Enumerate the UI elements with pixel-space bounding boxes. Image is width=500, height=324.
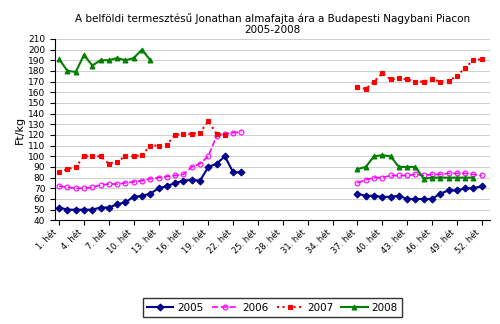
Line: 2007: 2007 <box>56 119 228 175</box>
2005 <box>172 181 178 185</box>
2007 <box>72 165 78 169</box>
2005 <box>238 170 244 174</box>
2007 <box>188 132 194 136</box>
2005 <box>148 192 154 196</box>
2005 <box>56 205 62 209</box>
2007 <box>214 132 220 136</box>
Line: 2006: 2006 <box>56 129 244 191</box>
2006 <box>206 154 212 158</box>
2008 <box>64 69 70 73</box>
2008 <box>81 53 87 57</box>
2005 <box>214 162 220 166</box>
2007 <box>106 162 112 166</box>
2007 <box>56 170 62 174</box>
2007 <box>197 131 203 135</box>
2006 <box>81 186 87 190</box>
2005 <box>72 208 78 212</box>
2007 <box>90 154 96 158</box>
2008 <box>72 70 78 74</box>
2008 <box>139 48 145 52</box>
2006 <box>139 179 145 183</box>
2005 <box>222 154 228 158</box>
2006 <box>197 162 203 166</box>
2007 <box>130 154 136 158</box>
Line: 2008: 2008 <box>56 47 152 75</box>
Legend: 2005, 2006, 2007, 2008: 2005, 2006, 2007, 2008 <box>143 298 402 317</box>
2005 <box>114 202 120 206</box>
2005 <box>188 178 194 182</box>
2007 <box>172 133 178 137</box>
2006 <box>64 185 70 189</box>
2007 <box>139 153 145 157</box>
2008 <box>130 56 136 60</box>
2005 <box>130 195 136 199</box>
2008 <box>98 58 103 62</box>
2005 <box>230 170 236 174</box>
2005 <box>206 165 212 169</box>
2007 <box>222 133 228 137</box>
2005 <box>106 205 112 209</box>
2006 <box>72 186 78 190</box>
2005 <box>156 186 162 190</box>
2006 <box>238 130 244 134</box>
2005 <box>139 194 145 198</box>
2007 <box>98 154 103 158</box>
Line: 2005: 2005 <box>56 154 244 212</box>
2006 <box>56 184 62 188</box>
2005 <box>90 208 96 212</box>
2005 <box>98 205 103 209</box>
2007 <box>122 154 128 158</box>
2008 <box>56 57 62 61</box>
2006 <box>114 182 120 186</box>
2006 <box>214 134 220 138</box>
2007 <box>148 144 154 147</box>
2008 <box>122 58 128 62</box>
2008 <box>106 58 112 62</box>
2008 <box>90 64 96 67</box>
Y-axis label: Ft/kg: Ft/kg <box>15 116 25 144</box>
2006 <box>122 181 128 185</box>
2006 <box>180 172 186 176</box>
2006 <box>156 176 162 179</box>
2005 <box>81 208 87 212</box>
2007 <box>180 132 186 136</box>
2007 <box>81 154 87 158</box>
2005 <box>180 179 186 183</box>
2007 <box>164 143 170 146</box>
2007 <box>156 144 162 147</box>
2007 <box>114 160 120 164</box>
2005 <box>197 179 203 183</box>
2005 <box>164 184 170 188</box>
2008 <box>148 58 154 62</box>
2006 <box>148 177 154 181</box>
2006 <box>130 180 136 184</box>
2005 <box>122 200 128 204</box>
2006 <box>106 182 112 186</box>
2006 <box>230 131 236 135</box>
2006 <box>222 132 228 136</box>
2008 <box>114 56 120 60</box>
Title: A belföldi termesztésű Jonathan almafajta ára a Budapesti Nagybani Piacon
2005-2: A belföldi termesztésű Jonathan almafajt… <box>75 13 470 35</box>
2007 <box>206 119 212 123</box>
2006 <box>98 183 103 187</box>
2006 <box>188 165 194 169</box>
2007 <box>64 167 70 171</box>
2006 <box>164 175 170 179</box>
2006 <box>172 174 178 178</box>
2006 <box>90 185 96 189</box>
2005 <box>64 208 70 212</box>
